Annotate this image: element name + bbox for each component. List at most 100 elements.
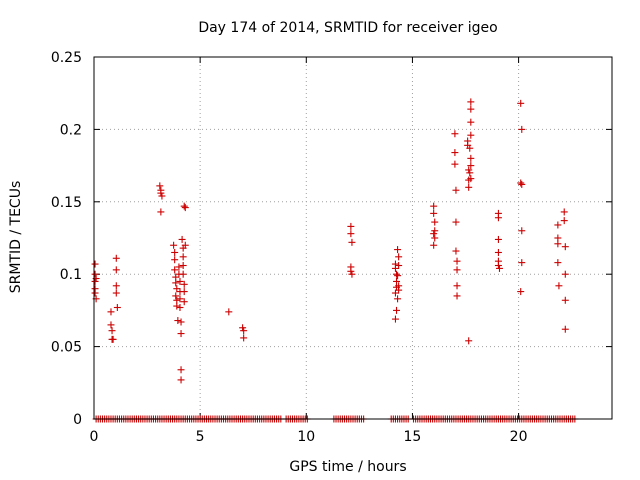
data-point [431, 218, 439, 226]
data-point [391, 289, 399, 297]
data-point [561, 296, 569, 304]
y-tick-label: 0.05 [51, 340, 82, 356]
data-point [467, 154, 475, 162]
x-tick-label: 15 [404, 429, 422, 445]
data-point [451, 160, 459, 168]
grid-layer [94, 57, 612, 419]
data-point [451, 130, 459, 138]
data-point [177, 366, 185, 374]
data-point [517, 99, 525, 107]
data-point [430, 230, 438, 238]
data-point [179, 253, 187, 261]
data-point [239, 324, 247, 332]
y-tick-label: 0.15 [51, 195, 82, 211]
data-point [452, 247, 460, 255]
data-point [554, 259, 562, 267]
data-point [173, 302, 181, 310]
data-point [177, 376, 185, 384]
data-point [347, 267, 355, 275]
data-point [453, 292, 461, 300]
data-point [176, 295, 184, 303]
data-point [91, 277, 99, 285]
tick-layer: 0 5 10 15 20 0 0.05 0.1 0.15 0.2 0.25 [51, 50, 612, 445]
data-point [395, 286, 403, 294]
data-point [494, 235, 502, 243]
data-point [171, 256, 179, 264]
data-point [173, 285, 181, 293]
data-point [180, 288, 188, 296]
data-point [467, 175, 475, 183]
data-point [518, 227, 526, 235]
y-tick-label: 0.1 [60, 267, 82, 283]
data-point [178, 235, 186, 243]
data-point [494, 248, 502, 256]
data-point [175, 263, 183, 271]
data-point [109, 335, 117, 343]
data-point [394, 272, 402, 280]
data-point [394, 246, 402, 254]
x-tick-label: 0 [90, 429, 99, 445]
data-point [393, 306, 401, 314]
data-point [467, 105, 475, 113]
data-point [467, 118, 475, 126]
data-point [112, 266, 120, 274]
x-tick-label: 10 [297, 429, 315, 445]
y-tick-label: 0.25 [51, 50, 82, 66]
y-axis-label: SRMTID / TECUs [8, 181, 24, 294]
data-point [171, 248, 179, 256]
data-point [158, 192, 166, 200]
data-point [453, 282, 461, 290]
data-point [157, 208, 165, 216]
x-tick-label: 20 [510, 429, 528, 445]
data-point [554, 240, 562, 248]
data-point [225, 308, 233, 316]
data-point [554, 221, 562, 229]
data-point [453, 257, 461, 265]
data-point [517, 179, 525, 187]
data-point [347, 222, 355, 230]
data-point [452, 186, 460, 194]
data-point [172, 292, 180, 300]
data-points [91, 98, 579, 423]
y-tick-label: 0 [73, 412, 82, 428]
plot-frame [93, 56, 613, 420]
y-tick-label: 0.2 [60, 122, 82, 138]
data-point [495, 264, 503, 272]
data-point [561, 325, 569, 333]
data-point [91, 289, 99, 297]
data-point [347, 230, 355, 238]
data-point [240, 327, 248, 335]
data-point [560, 208, 568, 216]
data-point [465, 183, 473, 191]
data-point [177, 330, 185, 338]
data-point [465, 337, 473, 345]
data-point [561, 243, 569, 251]
data-point [395, 262, 403, 270]
data-point [172, 279, 180, 287]
data-point [452, 218, 460, 226]
data-point [394, 295, 402, 303]
data-point [453, 266, 461, 274]
data-point [494, 214, 502, 222]
data-point [518, 125, 526, 133]
data-point [157, 189, 165, 197]
data-point [393, 270, 401, 278]
data-point [91, 260, 99, 268]
data-point [430, 209, 438, 217]
data-point [518, 180, 526, 188]
data-point [181, 204, 189, 212]
data-point [494, 262, 502, 270]
data-point [391, 315, 399, 323]
data-point [348, 270, 356, 278]
data-point [395, 253, 403, 261]
x-tick-label: 5 [196, 429, 205, 445]
data-point [467, 98, 475, 106]
data-point [179, 270, 187, 278]
data-point [112, 254, 120, 262]
data-point [451, 149, 459, 157]
data-point [170, 241, 178, 249]
data-point [466, 144, 474, 152]
data-point [180, 280, 188, 288]
data-point [517, 288, 525, 296]
